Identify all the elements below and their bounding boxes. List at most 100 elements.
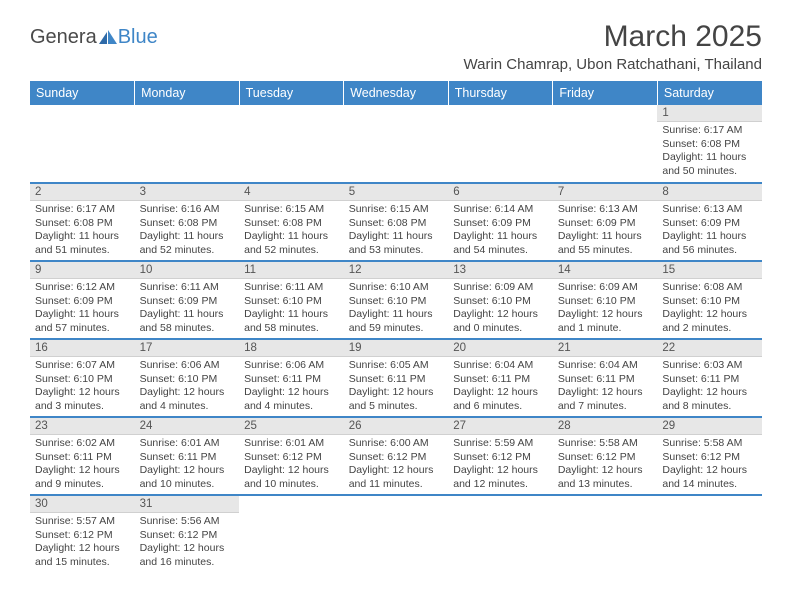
day-cell: 23Sunrise: 6:02 AMSunset: 6:11 PMDayligh…: [30, 417, 135, 495]
day-number: 2: [30, 184, 135, 201]
day-body: Sunrise: 5:58 AMSunset: 6:12 PMDaylight:…: [657, 435, 762, 494]
daylight-text: Daylight: 12 hours and 16 minutes.: [140, 542, 235, 569]
day-cell: 1Sunrise: 6:17 AMSunset: 6:08 PMDaylight…: [657, 105, 762, 183]
day-number: 20: [448, 340, 553, 357]
weekday-header: Monday: [135, 81, 240, 105]
brand-gen: Genera: [30, 26, 97, 49]
sunset-text: Sunset: 6:11 PM: [140, 451, 235, 465]
weekday-header: Tuesday: [239, 81, 344, 105]
day-body: Sunrise: 6:15 AMSunset: 6:08 PMDaylight:…: [344, 201, 449, 260]
day-number: 15: [657, 262, 762, 279]
day-cell: 18Sunrise: 6:06 AMSunset: 6:11 PMDayligh…: [239, 339, 344, 417]
daylight-text: Daylight: 11 hours and 57 minutes.: [35, 308, 130, 335]
title-block: March 2025 Warin Chamrap, Ubon Ratchatha…: [464, 20, 763, 73]
daylight-text: Daylight: 12 hours and 11 minutes.: [349, 464, 444, 491]
day-cell: 8Sunrise: 6:13 AMSunset: 6:09 PMDaylight…: [657, 183, 762, 261]
sunrise-text: Sunrise: 6:08 AM: [662, 281, 757, 295]
sunset-text: Sunset: 6:09 PM: [453, 217, 548, 231]
empty-cell: [344, 495, 449, 573]
daylight-text: Daylight: 11 hours and 58 minutes.: [244, 308, 339, 335]
sunrise-text: Sunrise: 6:06 AM: [244, 359, 339, 373]
sunset-text: Sunset: 6:11 PM: [349, 373, 444, 387]
sunset-text: Sunset: 6:08 PM: [349, 217, 444, 231]
sunrise-text: Sunrise: 6:01 AM: [140, 437, 235, 451]
day-body: Sunrise: 6:01 AMSunset: 6:11 PMDaylight:…: [135, 435, 240, 494]
day-number: 23: [30, 418, 135, 435]
day-cell: 2Sunrise: 6:17 AMSunset: 6:08 PMDaylight…: [30, 183, 135, 261]
daylight-text: Daylight: 12 hours and 3 minutes.: [35, 386, 130, 413]
day-body: Sunrise: 5:56 AMSunset: 6:12 PMDaylight:…: [135, 513, 240, 572]
day-cell: 29Sunrise: 5:58 AMSunset: 6:12 PMDayligh…: [657, 417, 762, 495]
day-number: 3: [135, 184, 240, 201]
calendar-row: 1Sunrise: 6:17 AMSunset: 6:08 PMDaylight…: [30, 105, 762, 183]
sunrise-text: Sunrise: 6:14 AM: [453, 203, 548, 217]
day-body: Sunrise: 6:06 AMSunset: 6:10 PMDaylight:…: [135, 357, 240, 416]
daylight-text: Daylight: 11 hours and 52 minutes.: [140, 230, 235, 257]
day-number: 6: [448, 184, 553, 201]
brand-logo: Genera Blue: [30, 26, 158, 49]
header: Genera Blue March 2025 Warin Chamrap, Ub…: [30, 20, 762, 73]
daylight-text: Daylight: 12 hours and 12 minutes.: [453, 464, 548, 491]
sunrise-text: Sunrise: 6:11 AM: [140, 281, 235, 295]
day-cell: 12Sunrise: 6:10 AMSunset: 6:10 PMDayligh…: [344, 261, 449, 339]
sunset-text: Sunset: 6:12 PM: [35, 529, 130, 543]
daylight-text: Daylight: 11 hours and 50 minutes.: [662, 151, 757, 178]
sunset-text: Sunset: 6:09 PM: [662, 217, 757, 231]
weekday-row: SundayMondayTuesdayWednesdayThursdayFrid…: [30, 81, 762, 105]
sunset-text: Sunset: 6:08 PM: [140, 217, 235, 231]
day-number: 28: [553, 418, 658, 435]
sunrise-text: Sunrise: 6:04 AM: [453, 359, 548, 373]
day-body: Sunrise: 6:06 AMSunset: 6:11 PMDaylight:…: [239, 357, 344, 416]
daylight-text: Daylight: 11 hours and 55 minutes.: [558, 230, 653, 257]
sunrise-text: Sunrise: 5:59 AM: [453, 437, 548, 451]
sunset-text: Sunset: 6:12 PM: [558, 451, 653, 465]
day-number: 29: [657, 418, 762, 435]
sunrise-text: Sunrise: 6:07 AM: [35, 359, 130, 373]
sunrise-text: Sunrise: 6:10 AM: [349, 281, 444, 295]
calendar-row: 9Sunrise: 6:12 AMSunset: 6:09 PMDaylight…: [30, 261, 762, 339]
weekday-header: Wednesday: [344, 81, 449, 105]
day-cell: 4Sunrise: 6:15 AMSunset: 6:08 PMDaylight…: [239, 183, 344, 261]
day-cell: 26Sunrise: 6:00 AMSunset: 6:12 PMDayligh…: [344, 417, 449, 495]
day-body: Sunrise: 6:12 AMSunset: 6:09 PMDaylight:…: [30, 279, 135, 338]
day-number: 1: [657, 105, 762, 122]
day-cell: 15Sunrise: 6:08 AMSunset: 6:10 PMDayligh…: [657, 261, 762, 339]
weekday-header: Friday: [553, 81, 658, 105]
day-body: Sunrise: 6:17 AMSunset: 6:08 PMDaylight:…: [30, 201, 135, 260]
sunset-text: Sunset: 6:10 PM: [558, 295, 653, 309]
sunset-text: Sunset: 6:12 PM: [140, 529, 235, 543]
weekday-header: Thursday: [448, 81, 553, 105]
calendar-row: 2Sunrise: 6:17 AMSunset: 6:08 PMDaylight…: [30, 183, 762, 261]
sunset-text: Sunset: 6:10 PM: [35, 373, 130, 387]
day-body: Sunrise: 5:58 AMSunset: 6:12 PMDaylight:…: [553, 435, 658, 494]
day-cell: 21Sunrise: 6:04 AMSunset: 6:11 PMDayligh…: [553, 339, 658, 417]
sunset-text: Sunset: 6:09 PM: [558, 217, 653, 231]
day-number: 11: [239, 262, 344, 279]
day-cell: 17Sunrise: 6:06 AMSunset: 6:10 PMDayligh…: [135, 339, 240, 417]
calendar-body: 1Sunrise: 6:17 AMSunset: 6:08 PMDaylight…: [30, 105, 762, 573]
day-cell: 19Sunrise: 6:05 AMSunset: 6:11 PMDayligh…: [344, 339, 449, 417]
sunset-text: Sunset: 6:09 PM: [140, 295, 235, 309]
sunrise-text: Sunrise: 6:13 AM: [662, 203, 757, 217]
day-number: 24: [135, 418, 240, 435]
daylight-text: Daylight: 12 hours and 4 minutes.: [140, 386, 235, 413]
day-body: Sunrise: 6:17 AMSunset: 6:08 PMDaylight:…: [657, 122, 762, 181]
sunrise-text: Sunrise: 5:58 AM: [662, 437, 757, 451]
day-cell: 3Sunrise: 6:16 AMSunset: 6:08 PMDaylight…: [135, 183, 240, 261]
empty-cell: [448, 105, 553, 183]
day-cell: 20Sunrise: 6:04 AMSunset: 6:11 PMDayligh…: [448, 339, 553, 417]
sunset-text: Sunset: 6:10 PM: [662, 295, 757, 309]
sunset-text: Sunset: 6:10 PM: [349, 295, 444, 309]
sunrise-text: Sunrise: 6:06 AM: [140, 359, 235, 373]
day-cell: 16Sunrise: 6:07 AMSunset: 6:10 PMDayligh…: [30, 339, 135, 417]
empty-cell: [657, 495, 762, 573]
daylight-text: Daylight: 12 hours and 5 minutes.: [349, 386, 444, 413]
day-number: 21: [553, 340, 658, 357]
day-number: 22: [657, 340, 762, 357]
month-title: March 2025: [464, 20, 763, 54]
empty-cell: [344, 105, 449, 183]
day-body: Sunrise: 6:04 AMSunset: 6:11 PMDaylight:…: [553, 357, 658, 416]
sunrise-text: Sunrise: 6:00 AM: [349, 437, 444, 451]
day-cell: 13Sunrise: 6:09 AMSunset: 6:10 PMDayligh…: [448, 261, 553, 339]
day-body: Sunrise: 6:00 AMSunset: 6:12 PMDaylight:…: [344, 435, 449, 494]
